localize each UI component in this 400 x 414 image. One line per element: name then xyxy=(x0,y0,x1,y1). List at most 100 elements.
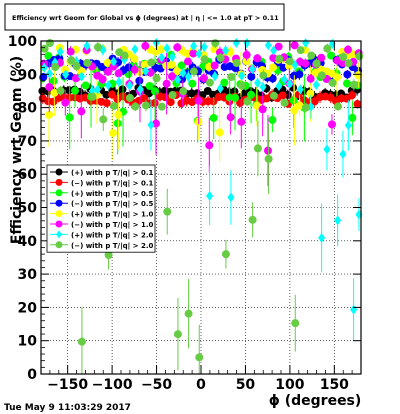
data-point xyxy=(301,103,310,112)
legend-marker xyxy=(56,230,62,239)
data-point xyxy=(77,107,86,116)
data-point xyxy=(216,83,224,94)
data-point xyxy=(247,72,256,81)
data-point xyxy=(77,337,86,346)
data-point xyxy=(306,74,315,83)
legend-marker xyxy=(55,189,63,197)
data-point xyxy=(275,81,283,92)
legend: (+) with p T/|q| > 0.1(−) with p T/|q| >… xyxy=(46,164,156,253)
data-point xyxy=(317,71,326,80)
y-tick-label: 10 xyxy=(18,334,38,350)
data-point xyxy=(258,105,267,114)
data-point xyxy=(98,75,107,84)
data-point xyxy=(71,74,80,83)
data-point xyxy=(173,330,182,339)
y-tick-label: 50 xyxy=(18,201,38,217)
data-point xyxy=(274,42,283,51)
data-point xyxy=(126,80,134,91)
data-point xyxy=(232,37,240,48)
data-point xyxy=(318,232,326,243)
data-point xyxy=(51,63,60,72)
data-point xyxy=(333,102,342,111)
data-point xyxy=(157,102,166,111)
data-point xyxy=(56,86,65,95)
data-point xyxy=(62,69,70,80)
data-point xyxy=(286,78,294,89)
data-point xyxy=(45,110,53,119)
data-point xyxy=(242,57,251,66)
legend-marker xyxy=(55,178,63,186)
data-point xyxy=(307,51,316,60)
data-point xyxy=(226,113,235,122)
data-point xyxy=(296,46,305,55)
data-point xyxy=(88,92,97,101)
data-point xyxy=(328,78,337,87)
data-point xyxy=(211,71,219,82)
data-point xyxy=(44,51,53,60)
data-point xyxy=(168,51,176,62)
series-5 xyxy=(39,41,363,187)
data-point xyxy=(141,60,149,69)
data-point xyxy=(50,88,59,97)
data-point xyxy=(205,141,214,150)
data-point xyxy=(327,51,336,60)
data-point xyxy=(339,52,348,61)
data-point xyxy=(173,67,181,76)
data-point xyxy=(269,63,277,72)
y-tick-label: 0 xyxy=(27,367,37,383)
chart-title: Efficiency wrt Geom for Global vs ϕ (deg… xyxy=(12,14,279,23)
data-point xyxy=(295,70,304,79)
data-point xyxy=(183,57,192,66)
data-point xyxy=(237,81,246,90)
data-point xyxy=(278,91,287,100)
data-point xyxy=(209,113,218,122)
y-tick-label: 80 xyxy=(18,101,38,117)
y-tick-label: 30 xyxy=(18,267,38,283)
data-point xyxy=(109,129,117,138)
data-point xyxy=(254,77,262,88)
data-point xyxy=(66,47,75,56)
data-point xyxy=(339,149,347,160)
data-point xyxy=(118,85,127,94)
data-point xyxy=(131,102,140,111)
data-point xyxy=(242,50,251,59)
data-point xyxy=(103,67,112,76)
legend-label: (−) with p T/|q| > 0.5 xyxy=(71,200,154,209)
data-point xyxy=(179,67,187,78)
data-point xyxy=(195,353,204,362)
data-point xyxy=(184,309,193,318)
data-point xyxy=(317,53,326,62)
data-point xyxy=(259,71,268,80)
legend-marker xyxy=(55,210,63,218)
data-point xyxy=(194,96,203,105)
data-point xyxy=(152,74,161,83)
data-point xyxy=(135,76,144,85)
data-point xyxy=(263,146,272,155)
data-point xyxy=(285,57,294,66)
data-point xyxy=(338,59,347,68)
data-point xyxy=(99,115,108,124)
data-point xyxy=(72,62,81,71)
legend-label: (−) with p T/|q| > 1.0 xyxy=(71,221,154,230)
data-point xyxy=(247,90,256,99)
data-point xyxy=(264,40,272,51)
y-tick-label: 100 xyxy=(8,34,37,50)
data-point xyxy=(295,101,304,110)
data-point xyxy=(141,41,150,50)
data-point xyxy=(215,128,224,137)
data-point xyxy=(94,84,102,95)
x-tick-label: 100 xyxy=(275,377,304,393)
data-point xyxy=(333,73,341,82)
series-6 xyxy=(40,37,363,342)
data-point xyxy=(199,74,208,83)
y-tick-label: 90 xyxy=(18,67,38,83)
data-point xyxy=(312,59,321,68)
data-point xyxy=(348,91,357,100)
data-point xyxy=(184,71,192,82)
y-tick-label: 60 xyxy=(18,167,38,183)
data-point xyxy=(306,89,315,98)
data-point xyxy=(109,62,118,71)
data-point xyxy=(253,54,262,63)
data-point xyxy=(151,87,160,96)
x-tick-label: 50 xyxy=(236,377,256,393)
